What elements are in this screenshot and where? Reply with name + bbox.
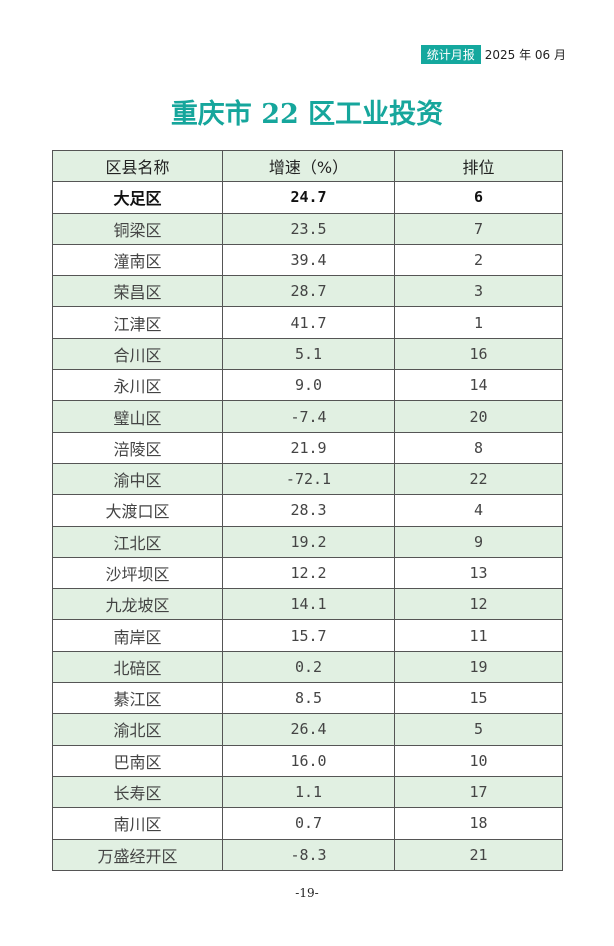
rank-cell: 6: [394, 181, 563, 214]
district-cell: 巴南区: [52, 744, 223, 777]
table-row: 江北区 19.2 9: [52, 525, 563, 558]
report-date: 2025 年 06 月: [484, 48, 566, 62]
growth-cell: 28.3: [222, 494, 395, 527]
district-cell: 北碚区: [52, 650, 223, 684]
report-header: 统计月报 2025 年 06 月: [420, 45, 566, 64]
table-row: 荣昌区 28.7 3: [52, 275, 563, 308]
growth-cell: -8.3: [222, 838, 395, 871]
table-row: 沙坪坝区 12.2 13: [52, 556, 563, 590]
rank-cell: 18: [394, 807, 563, 840]
table-row: 九龙坡区 14.1 12: [52, 588, 563, 621]
district-cell: 九龙坡区: [52, 588, 223, 621]
table-header: 区县名称 增速（%） 排位: [52, 149, 563, 183]
table-row: 铜梁区 23.5 7: [52, 212, 563, 245]
table-row: 北碚区 0.2 19: [52, 650, 563, 684]
district-cell: 大渡口区: [52, 494, 223, 527]
report-tag: 统计月报: [420, 45, 481, 64]
table-row: 渝中区 -72.1 22: [52, 462, 563, 496]
growth-cell: -7.4: [222, 400, 395, 433]
column-header: 增速（%）: [222, 149, 395, 183]
district-cell: 南岸区: [52, 619, 223, 652]
district-cell: 江北区: [52, 525, 223, 558]
growth-cell: 24.7: [222, 181, 395, 214]
column-header: 区县名称: [52, 149, 223, 183]
column-header: 排位: [394, 149, 563, 183]
district-cell: 渝中区: [52, 462, 223, 496]
district-cell: 合川区: [52, 337, 223, 371]
district-cell: 南川区: [52, 807, 223, 840]
district-cell: 荣昌区: [52, 275, 223, 308]
table-row: 璧山区 -7.4 20: [52, 400, 563, 433]
page-title: 重庆市 22 区工业投资: [170, 99, 444, 130]
district-cell: 铜梁区: [52, 212, 223, 245]
rank-cell: 9: [394, 525, 563, 558]
growth-cell: 9.0: [222, 369, 395, 402]
rank-cell: 4: [394, 494, 563, 527]
rank-cell: 21: [394, 838, 563, 871]
growth-cell: 26.4: [222, 713, 395, 746]
rank-cell: 19: [394, 650, 563, 684]
rank-cell: 12: [394, 588, 563, 621]
table-row: 南川区 0.7 18: [52, 807, 563, 840]
rank-cell: 14: [394, 369, 563, 402]
rank-cell: 10: [394, 744, 563, 777]
rank-cell: 5: [394, 713, 563, 746]
rank-cell: 1: [394, 306, 563, 339]
table-row: 江津区 41.7 1: [52, 306, 563, 339]
district-cell: 潼南区: [52, 243, 223, 277]
growth-cell: 12.2: [222, 556, 395, 590]
growth-cell: 39.4: [222, 243, 395, 277]
rank-cell: 8: [394, 431, 563, 464]
table-row: 巴南区 16.0 10: [52, 744, 563, 777]
district-cell: 沙坪坝区: [52, 556, 223, 590]
growth-cell: 16.0: [222, 744, 395, 777]
growth-cell: 15.7: [222, 619, 395, 652]
growth-cell: 14.1: [222, 588, 395, 621]
growth-cell: 8.5: [222, 682, 395, 715]
table-row: 万盛经开区 -8.3 21: [52, 838, 563, 871]
table-row: 潼南区 39.4 2: [52, 243, 563, 277]
table-row: 渝北区 26.4 5: [52, 713, 563, 746]
rank-cell: 15: [394, 682, 563, 715]
rank-cell: 11: [394, 619, 563, 652]
rank-cell: 16: [394, 337, 563, 371]
table-row: 长寿区 1.1 17: [52, 775, 563, 809]
growth-cell: 19.2: [222, 525, 395, 558]
growth-cell: 41.7: [222, 306, 395, 339]
table-row: 大渡口区 28.3 4: [52, 494, 563, 527]
rank-cell: 17: [394, 775, 563, 809]
table-row: 南岸区 15.7 11: [52, 619, 563, 652]
growth-cell: 1.1: [222, 775, 395, 809]
investment-table: 区县名称 增速（%） 排位 大足区 24.7 6 铜梁区 23.5 7 潼南区 39.4 2 荣昌…: [52, 149, 563, 871]
table-row: 涪陵区 21.9 8: [52, 431, 563, 464]
table-row: 永川区 9.0 14: [52, 369, 563, 402]
growth-cell: 0.7: [222, 807, 395, 840]
district-cell: 璧山区: [52, 400, 223, 433]
rank-cell: 13: [394, 556, 563, 590]
district-cell: 万盛经开区: [52, 838, 223, 871]
rank-cell: 3: [394, 275, 563, 308]
growth-cell: 5.1: [222, 337, 395, 371]
table-row: 大足区 24.7 6: [52, 181, 563, 214]
rank-cell: 20: [394, 400, 563, 433]
growth-cell: 28.7: [222, 275, 395, 308]
growth-cell: 0.2: [222, 650, 395, 684]
district-cell: 永川区: [52, 369, 223, 402]
district-cell: 江津区: [52, 306, 223, 339]
district-cell: 綦江区: [52, 682, 223, 715]
growth-cell: 23.5: [222, 212, 395, 245]
rank-cell: 22: [394, 462, 563, 496]
growth-cell: 21.9: [222, 431, 395, 464]
district-cell: 长寿区: [52, 775, 223, 809]
page-number: -19-: [295, 886, 319, 900]
rank-cell: 2: [394, 243, 563, 277]
rank-cell: 7: [394, 212, 563, 245]
district-cell: 涪陵区: [52, 431, 223, 464]
table-row: 綦江区 8.5 15: [52, 682, 563, 715]
table-row: 合川区 5.1 16: [52, 337, 563, 371]
district-cell: 渝北区: [52, 713, 223, 746]
growth-cell: -72.1: [222, 462, 395, 496]
district-cell: 大足区: [52, 181, 223, 214]
